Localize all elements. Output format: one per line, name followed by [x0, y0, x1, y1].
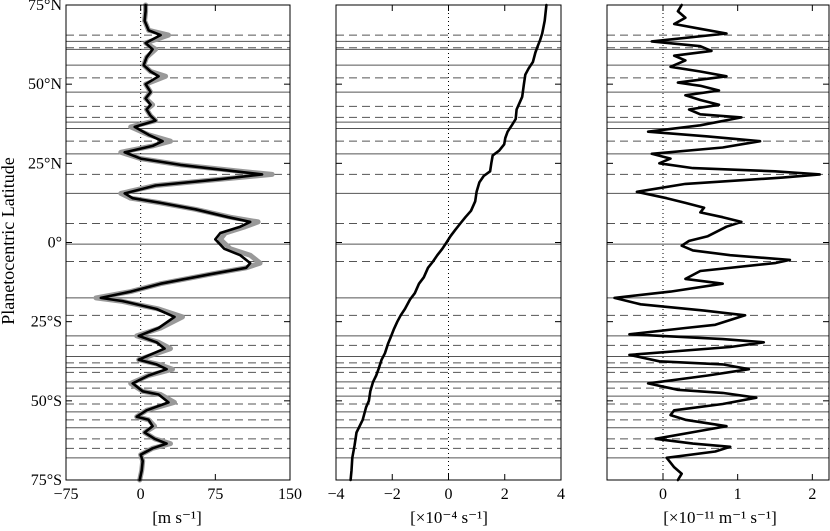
x-tick-label: 2 — [501, 486, 509, 503]
x-tick-label: −4 — [327, 486, 344, 503]
x-tick-label: 75 — [207, 486, 223, 503]
series-line — [613, 3, 822, 482]
y-axis-label: Planetocentric Latitude — [0, 157, 18, 324]
y-tick-label: 50°N — [28, 76, 62, 93]
y-tick-label: 25°S — [31, 314, 62, 331]
x-tick-label: 150 — [278, 486, 302, 503]
x-tick-label: 2 — [808, 486, 816, 503]
x-tick-label: 0 — [137, 486, 145, 503]
x-tick-label: 1 — [734, 486, 742, 503]
x-tick-label: −2 — [384, 486, 401, 503]
panel-zonal-wind: −75 0 75 150 75°S 50°S 25°S 0° 25°N 50°N 75°N — [28, 0, 302, 503]
series-line-gray — [93, 2, 275, 483]
y-tick-label: 50°S — [31, 393, 62, 410]
y-tick-label: 75°S — [31, 472, 62, 489]
x-axis-label-zonal-wind: [m s⁻¹] — [152, 508, 201, 527]
series-line — [99, 3, 264, 482]
panel-planetary-vorticity: −4 −2 0 2 4 — [327, 3, 565, 503]
x-axis-label-vorticity-gradient: [×10⁻¹¹ m⁻¹ s⁻¹] — [663, 508, 777, 527]
y-tick-label: 75°N — [28, 0, 62, 14]
series-line — [349, 3, 548, 482]
x-tick-label: 0 — [445, 486, 453, 503]
axes-frame — [65, 4, 291, 481]
y-tick-label: 25°N — [28, 155, 62, 172]
axes-frame — [335, 4, 562, 481]
x-tick-label: 4 — [557, 486, 565, 503]
y-tick-label: 0° — [48, 235, 62, 252]
panel-vorticity-gradient: 0 1 2 — [606, 3, 830, 503]
x-tick-label: −75 — [53, 486, 78, 503]
x-tick-label: 0 — [659, 486, 667, 503]
x-axis-label-planetary-vorticity: [×10⁻⁴ s⁻¹] — [410, 508, 488, 527]
